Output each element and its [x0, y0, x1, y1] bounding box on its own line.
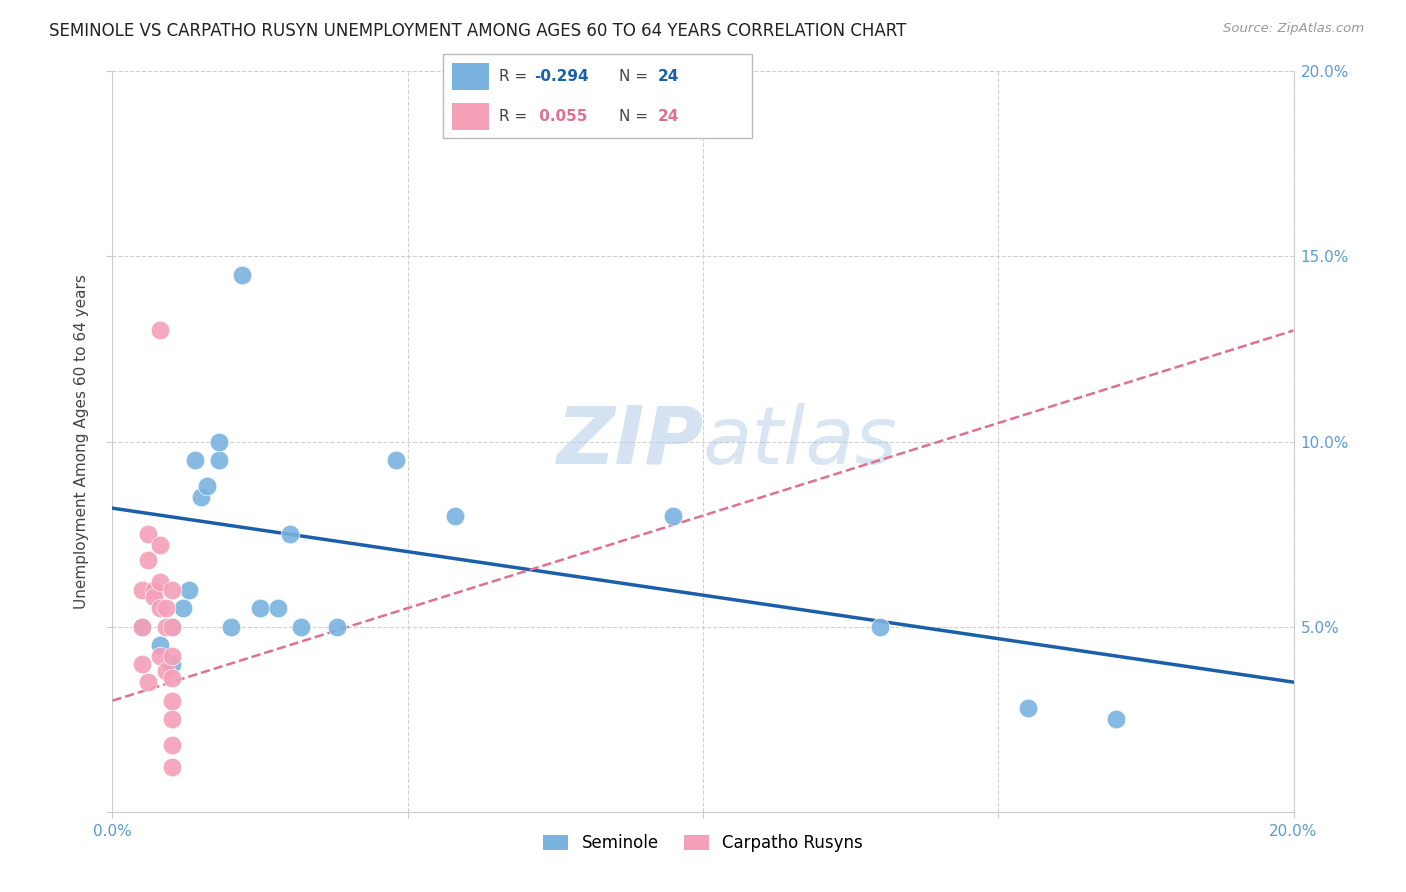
Point — [184, 453, 207, 467]
Point — [155, 601, 177, 615]
Point — [290, 619, 312, 633]
Point — [219, 619, 242, 633]
Point — [142, 590, 165, 604]
Point — [136, 553, 159, 567]
Text: -0.294: -0.294 — [534, 69, 589, 84]
Point — [131, 582, 153, 597]
Point — [385, 453, 408, 467]
Point — [160, 712, 183, 726]
Point — [1017, 701, 1039, 715]
Point — [195, 479, 218, 493]
FancyBboxPatch shape — [443, 54, 752, 138]
Text: R =: R = — [499, 109, 531, 124]
Text: Source: ZipAtlas.com: Source: ZipAtlas.com — [1223, 22, 1364, 36]
Text: ZIP: ZIP — [555, 402, 703, 481]
Legend: Seminole, Carpatho Rusyns: Seminole, Carpatho Rusyns — [537, 828, 869, 859]
Point — [160, 619, 183, 633]
Text: N =: N = — [619, 69, 652, 84]
Point — [160, 582, 183, 597]
Point — [155, 664, 177, 678]
Point — [190, 490, 212, 504]
Point — [131, 657, 153, 671]
Point — [149, 324, 172, 338]
Point — [869, 619, 891, 633]
Point — [136, 527, 159, 541]
Point — [155, 619, 177, 633]
Point — [149, 601, 172, 615]
Point — [208, 434, 231, 449]
Point — [160, 657, 183, 671]
FancyBboxPatch shape — [453, 103, 489, 130]
Point — [131, 619, 153, 633]
Point — [136, 675, 159, 690]
Point — [160, 760, 183, 774]
Point — [142, 582, 165, 597]
Point — [1105, 712, 1128, 726]
Point — [326, 619, 349, 633]
Point — [160, 649, 183, 664]
Point — [662, 508, 685, 523]
Point — [149, 575, 172, 590]
Text: SEMINOLE VS CARPATHO RUSYN UNEMPLOYMENT AMONG AGES 60 TO 64 YEARS CORRELATION CH: SEMINOLE VS CARPATHO RUSYN UNEMPLOYMENT … — [49, 22, 907, 40]
Point — [444, 508, 467, 523]
Text: atlas: atlas — [703, 402, 898, 481]
Y-axis label: Unemployment Among Ages 60 to 64 years: Unemployment Among Ages 60 to 64 years — [75, 274, 89, 609]
Point — [267, 601, 290, 615]
Point — [249, 601, 271, 615]
Point — [179, 582, 201, 597]
Point — [278, 527, 301, 541]
Text: 24: 24 — [658, 69, 679, 84]
Point — [149, 538, 172, 552]
Text: 0.055: 0.055 — [534, 109, 588, 124]
Text: 24: 24 — [658, 109, 679, 124]
Point — [172, 601, 194, 615]
Point — [131, 619, 153, 633]
Point — [149, 649, 172, 664]
Point — [231, 268, 253, 282]
FancyBboxPatch shape — [453, 62, 489, 90]
Point — [149, 638, 172, 652]
Point — [208, 453, 231, 467]
Text: R =: R = — [499, 69, 531, 84]
Point — [160, 672, 183, 686]
Point — [160, 619, 183, 633]
Text: N =: N = — [619, 109, 652, 124]
Point — [160, 694, 183, 708]
Point — [160, 738, 183, 752]
